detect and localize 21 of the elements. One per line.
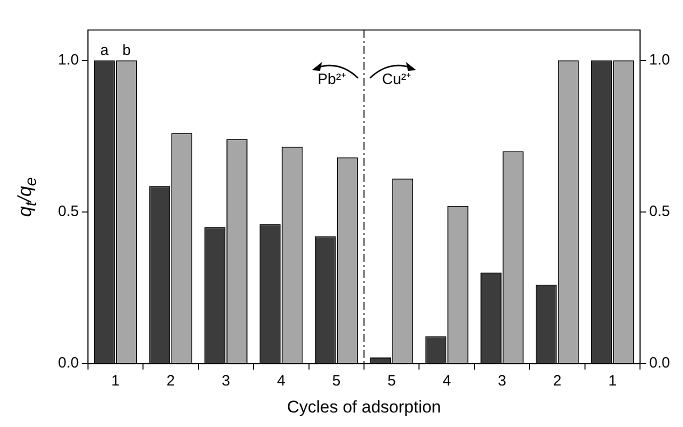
x-tick-label: 2 [166, 372, 175, 390]
y2-tick-label: 0.5 [649, 203, 670, 220]
x-tick-label: 2 [553, 372, 562, 390]
x-tick-label: 4 [276, 372, 286, 390]
series-label: a [100, 42, 110, 59]
series-label: b [122, 42, 131, 59]
x-tick-label: 5 [332, 372, 341, 390]
y-tick-label: 0.0 [58, 354, 79, 372]
annotation: Pb²⁺ [318, 70, 346, 88]
x-tick-label: 3 [222, 372, 230, 390]
x-tick-label: 1 [608, 372, 617, 390]
x-tick-label: 3 [498, 372, 506, 390]
y-tick-label: 0.5 [58, 203, 79, 220]
annotation: Cu²⁺ [382, 70, 412, 88]
y2-tick-label: 1.0 [649, 51, 670, 68]
x-tick-label: 5 [387, 372, 396, 390]
x-axis-title: Cycles of adsorption [286, 397, 442, 416]
y-tick-label: 1.0 [58, 51, 79, 68]
x-tick-label: 4 [442, 372, 452, 390]
x-tick-label: 1 [111, 372, 120, 390]
y2-tick-label: 0.0 [649, 354, 670, 372]
